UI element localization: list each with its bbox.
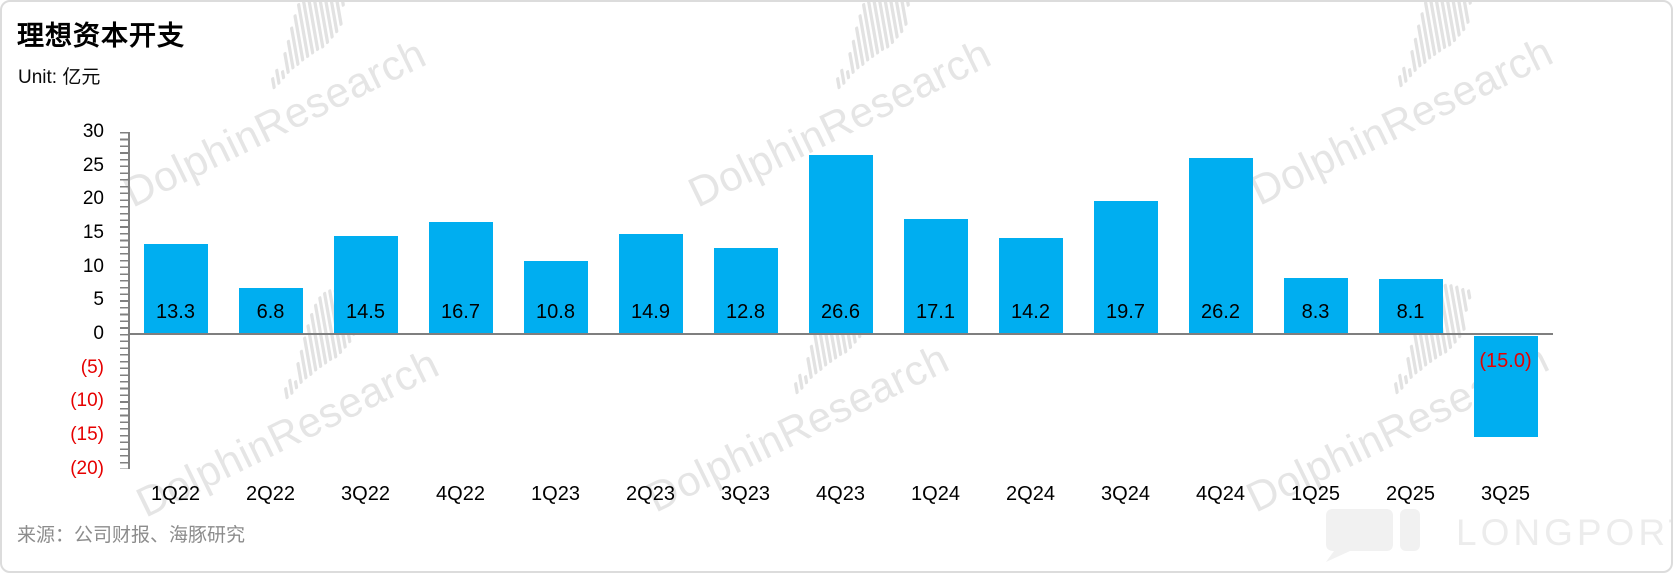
bar-2Q23 [618, 233, 683, 334]
x-axis-label: 2Q24 [1006, 483, 1055, 505]
bar-value-label: 10.8 [536, 300, 575, 323]
x-axis-label: 2Q23 [626, 483, 675, 505]
bar-value-label: 6.8 [256, 300, 285, 323]
longport-brand: LONGPORT [1320, 504, 1673, 562]
x-axis-label: 1Q25 [1291, 483, 1340, 505]
bar-1Q25 [1283, 278, 1348, 334]
bar-value-label: 26.6 [821, 300, 860, 323]
y-tick-label: (5) [80, 356, 104, 378]
bar-4Q24 [1188, 157, 1253, 334]
bar-1Q23 [523, 261, 588, 334]
bar-value-label: 17.1 [916, 300, 955, 323]
source-note: 来源：公司财报、海豚研究 [17, 525, 246, 546]
bar-2Q24 [998, 238, 1063, 334]
y-tick-label: (15) [70, 423, 104, 445]
x-axis-label: 1Q22 [151, 483, 200, 505]
x-axis-label: 4Q24 [1196, 483, 1245, 505]
bar-1Q22 [143, 244, 208, 334]
x-axis-label: 3Q23 [721, 483, 770, 505]
bar-value-label: 14.9 [631, 300, 670, 323]
y-tick-label: 10 [82, 255, 104, 277]
page-title: 理想资本开支 [17, 21, 185, 51]
bar-value-label: 8.3 [1301, 300, 1330, 323]
x-axis-label: 3Q22 [341, 483, 390, 505]
bar-4Q22 [428, 221, 493, 334]
y-tick-label: 25 [82, 154, 104, 176]
bar-value-label: 14.2 [1011, 300, 1050, 323]
bar-value-label: 16.7 [441, 300, 480, 323]
zero-axis-line [128, 332, 1553, 336]
bar-1Q24 [903, 218, 968, 334]
x-axis-label: 4Q22 [436, 483, 485, 505]
x-axis-label: 1Q23 [531, 483, 580, 505]
y-tick-label: 5 [93, 289, 104, 311]
y-tick-label: 20 [82, 188, 104, 210]
bar-value-label: 26.2 [1201, 300, 1240, 323]
unit-label: Unit: 亿元 [18, 67, 101, 88]
bar-value-label: 14.5 [346, 300, 385, 323]
bar-value-label: 13.3 [156, 300, 195, 323]
longport-brand-text: LONGPORT [1456, 512, 1673, 553]
x-axis-label: 2Q22 [246, 483, 295, 505]
x-axis-label: 3Q25 [1481, 483, 1530, 505]
bar-value-label: 12.8 [726, 300, 765, 323]
y-tick-label: 0 [93, 322, 104, 344]
y-tick-label: (20) [70, 457, 104, 479]
y-tick-label: 30 [82, 121, 104, 142]
x-axis-label: 2Q25 [1386, 483, 1435, 505]
bar-value-label: 19.7 [1106, 300, 1145, 323]
y-tick-label: (10) [70, 390, 104, 412]
y-axis-line [128, 132, 131, 469]
bar-value-label: 8.1 [1396, 300, 1425, 323]
bar-value-label: (15.0) [1479, 349, 1532, 372]
x-axis-label: 1Q24 [911, 483, 960, 505]
x-axis-label: 4Q23 [816, 483, 865, 505]
y-axis-minor-ticks [120, 132, 128, 469]
bar-3Q24 [1093, 201, 1158, 334]
y-tick-label: 15 [82, 221, 104, 243]
x-axis-label: 3Q24 [1101, 483, 1150, 505]
